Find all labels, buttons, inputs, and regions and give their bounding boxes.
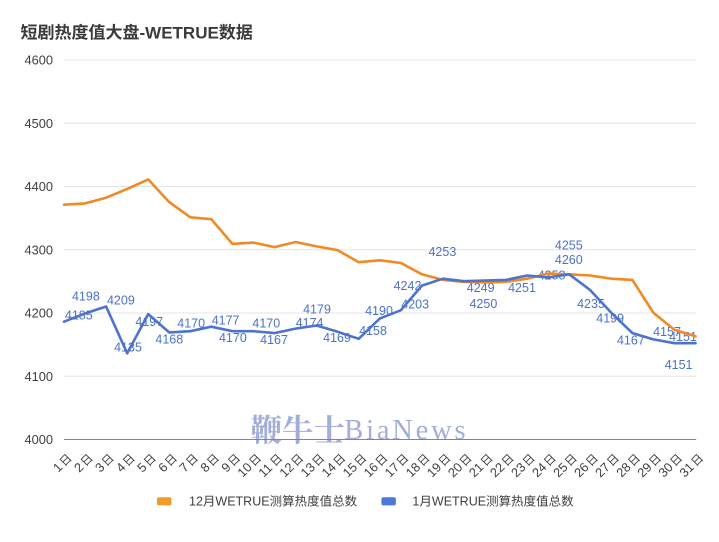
svg-text:4167: 4167 xyxy=(617,334,645,348)
svg-text:4168: 4168 xyxy=(155,332,183,346)
svg-text:-WETRUE: -WETRUE xyxy=(140,23,219,42)
svg-text:4197: 4197 xyxy=(135,315,163,329)
svg-text:4249: 4249 xyxy=(467,281,495,295)
svg-text:4253: 4253 xyxy=(428,245,456,259)
svg-text:4251: 4251 xyxy=(508,281,536,295)
svg-text:4198: 4198 xyxy=(72,289,100,303)
svg-text:4250: 4250 xyxy=(469,297,497,311)
svg-text:4255: 4255 xyxy=(555,238,583,252)
svg-text:4400: 4400 xyxy=(25,179,53,194)
svg-text:4170: 4170 xyxy=(177,317,205,331)
svg-text:4209: 4209 xyxy=(107,293,135,307)
svg-text:4258: 4258 xyxy=(538,268,566,282)
svg-text:4199: 4199 xyxy=(596,312,624,326)
svg-text:WETRUE: WETRUE xyxy=(215,495,269,509)
svg-text:WETRUE: WETRUE xyxy=(432,495,486,509)
svg-text:4600: 4600 xyxy=(25,53,53,68)
svg-text:4135: 4135 xyxy=(114,341,142,355)
svg-text:4200: 4200 xyxy=(25,306,53,321)
svg-text:4170: 4170 xyxy=(219,331,247,345)
svg-text:4242: 4242 xyxy=(394,279,422,293)
svg-text:4167: 4167 xyxy=(260,333,288,347)
svg-text:BiaNews: BiaNews xyxy=(344,415,468,446)
svg-text:4000: 4000 xyxy=(25,432,53,447)
svg-text:4260: 4260 xyxy=(555,253,583,267)
svg-text:4151: 4151 xyxy=(665,358,693,372)
svg-text:4158: 4158 xyxy=(359,324,387,338)
svg-text:4300: 4300 xyxy=(25,242,53,257)
svg-text:4170: 4170 xyxy=(252,317,280,331)
svg-text:12: 12 xyxy=(189,495,203,509)
svg-text:4100: 4100 xyxy=(25,369,53,384)
svg-text:4177: 4177 xyxy=(212,313,240,327)
svg-text:4169: 4169 xyxy=(323,331,351,345)
svg-text:4179: 4179 xyxy=(303,303,331,317)
svg-text:1: 1 xyxy=(412,495,419,509)
svg-text:4235: 4235 xyxy=(577,297,605,311)
svg-text:4500: 4500 xyxy=(25,116,53,131)
